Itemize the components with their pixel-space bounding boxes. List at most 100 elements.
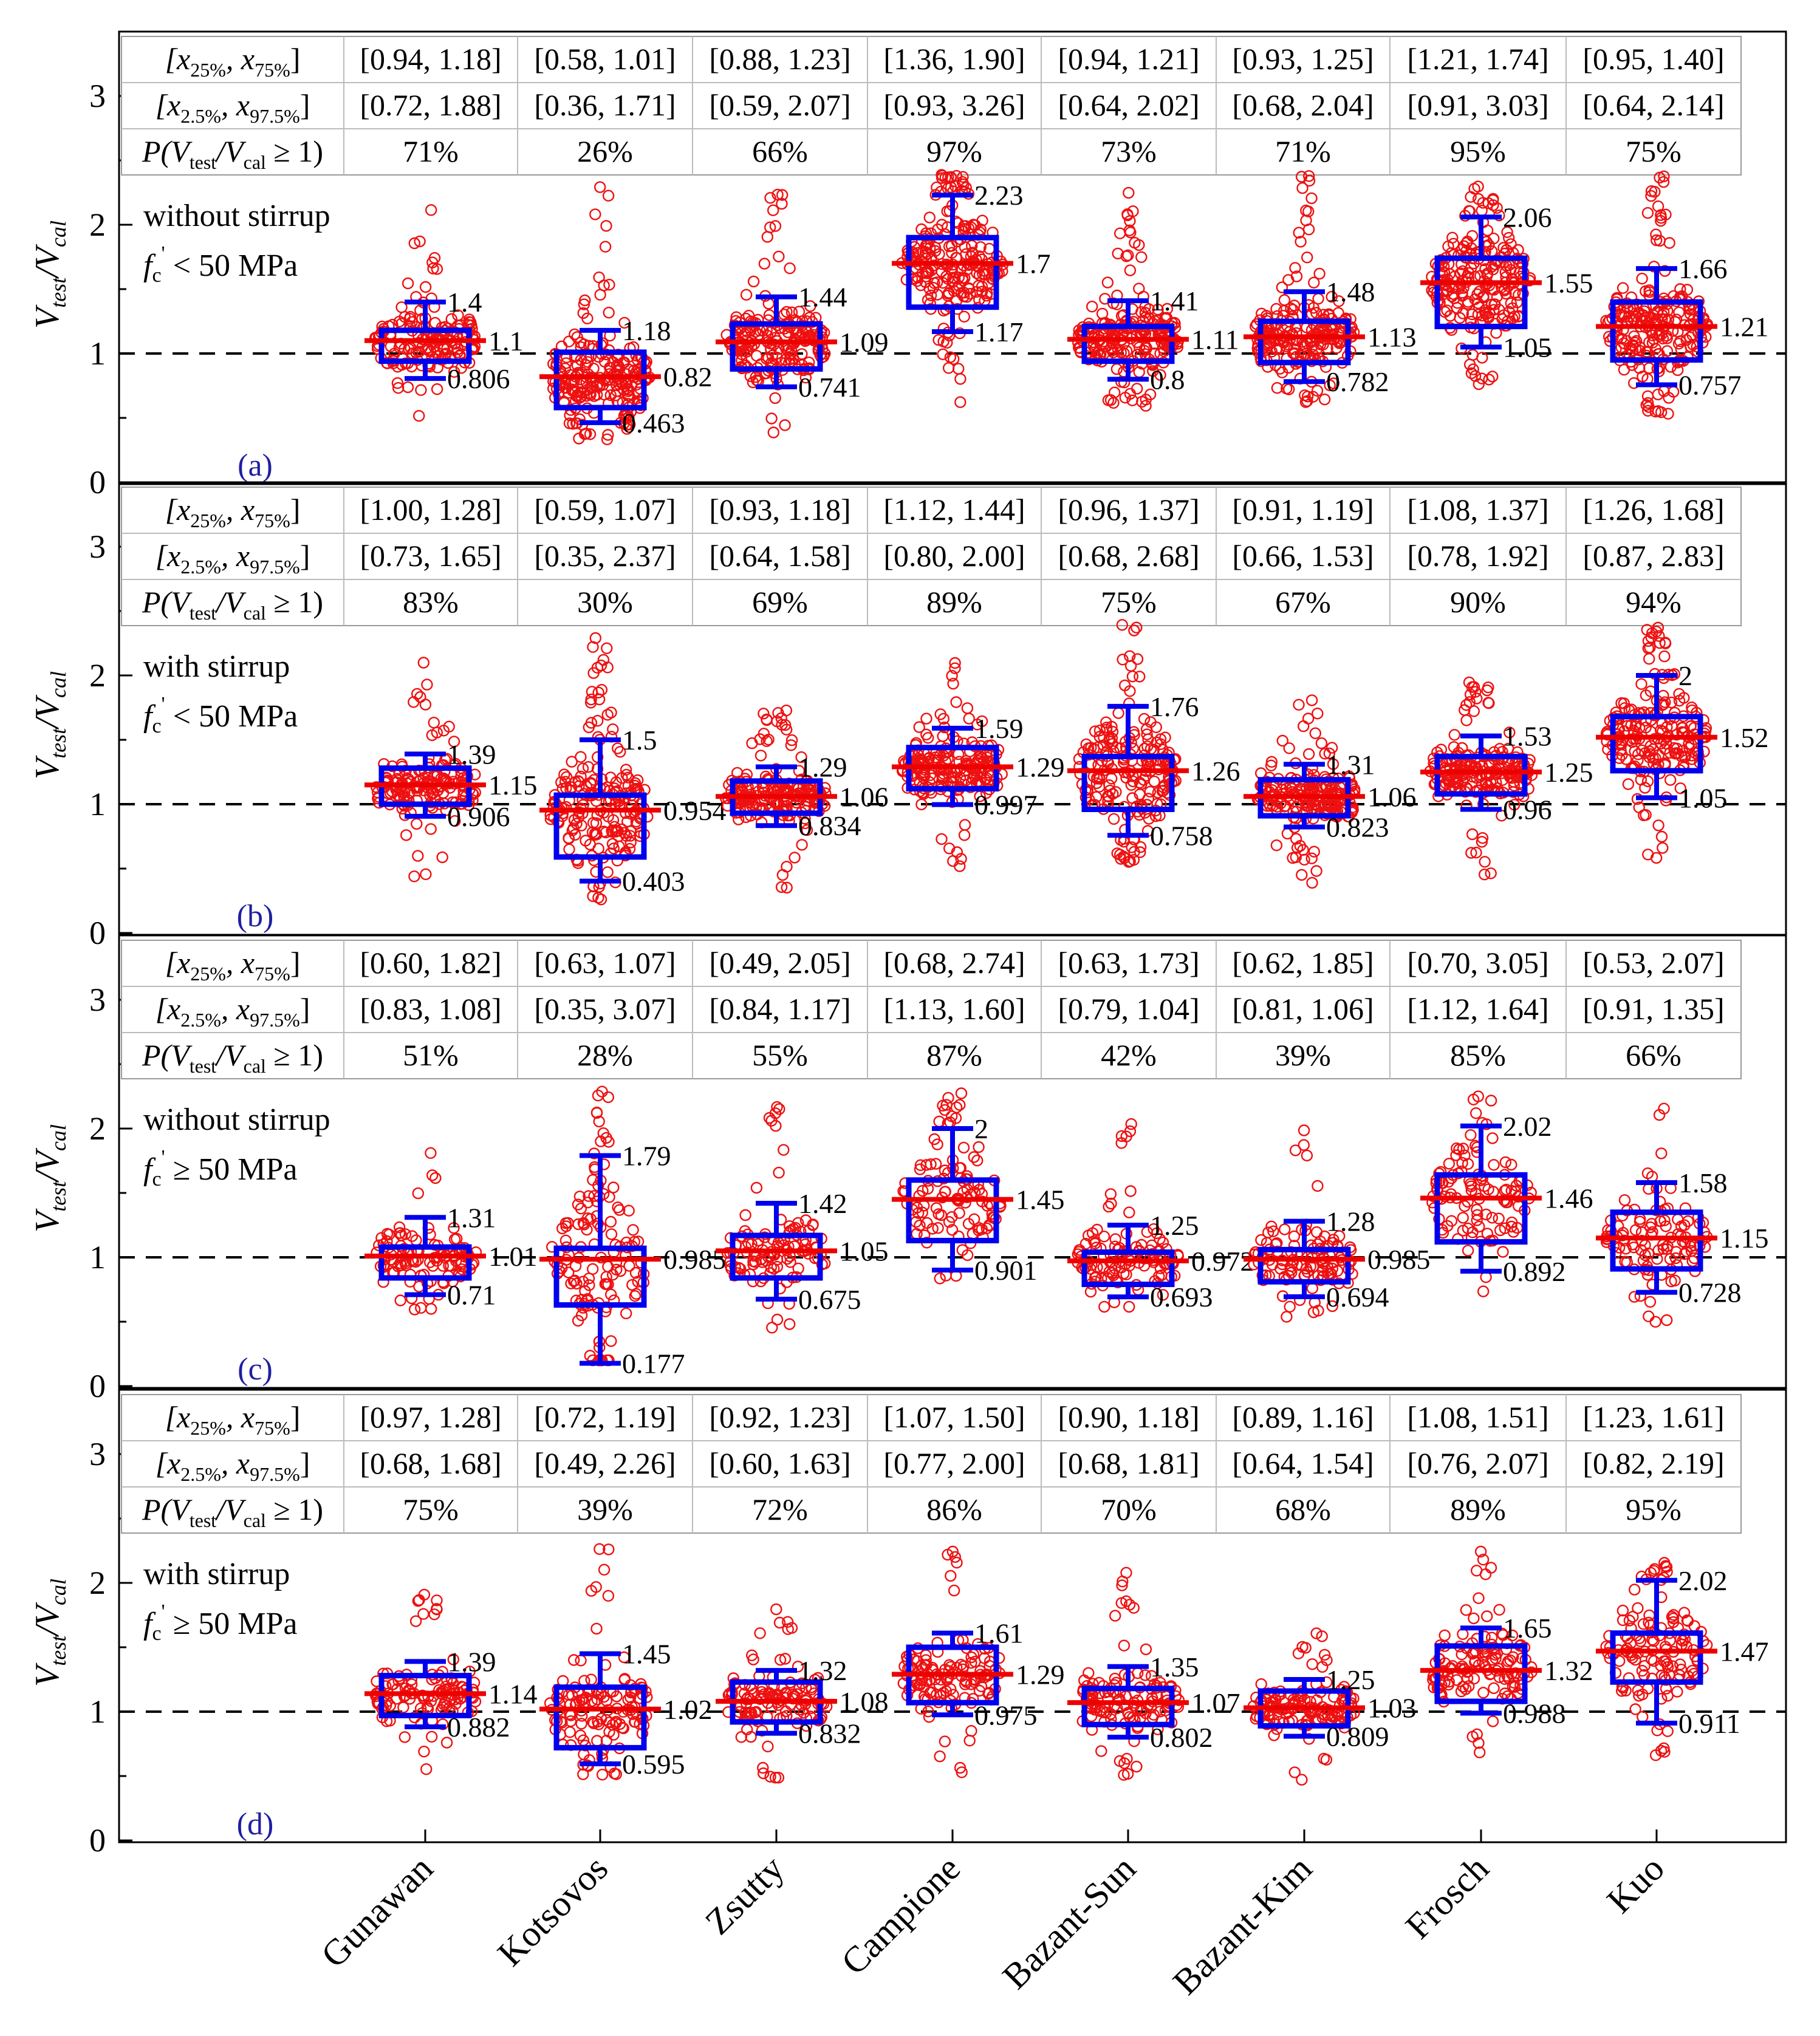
fc-threshold: < 50 MPa [165,699,298,734]
scatter-points [722,1603,833,1784]
data-point [776,869,789,881]
table-row-label: [x25%, x75%] [165,42,301,81]
series-frosch: 2.061.551.05 [1420,180,1593,391]
data-point [605,1228,618,1240]
condition-label: with stirrup [143,649,290,684]
table-cell: 39% [577,1492,633,1526]
data-point [599,241,612,253]
data-point [1309,727,1322,739]
series-zsutty: 1.291.060.834 [716,704,889,894]
data-point [1446,231,1459,244]
table-cell: [0.94, 1.21] [1058,42,1199,76]
data-point [612,742,624,754]
y-tick-label: 2 [89,207,106,243]
data-point [620,409,632,422]
table-cell: [1.12, 1.64] [1407,992,1548,1026]
data-point [1096,307,1109,320]
table-cell: 71% [403,134,459,168]
data-point [592,842,604,855]
table-cell: [0.79, 1.04] [1058,992,1199,1026]
table-cell: [0.80, 2.00] [883,539,1025,573]
data-point [412,850,424,862]
data-point [594,181,606,193]
data-point [779,354,792,366]
table-cell: [0.62, 1.85] [1232,946,1374,980]
data-point [783,1318,796,1330]
table-row-label-part-0: P(V [142,585,193,619]
series-gunawan: 1.391.150.906 [364,657,538,883]
data-point [1306,1282,1319,1294]
y-tick-label: 3 [89,78,106,114]
y-tick-label: 0 [89,915,106,951]
data-point [603,368,615,380]
iqr-box [553,349,647,411]
data-point [451,346,464,358]
table-cell: [0.72, 1.88] [360,88,501,122]
stats-table: [x25%, x75%] [0.60, 1.82] [0.63, 1.07] [0.4… [121,940,1742,1079]
data-point [739,1209,751,1221]
data-point [595,683,608,696]
data-point [445,313,457,325]
data-point [399,311,411,323]
table-cell: 90% [1450,585,1506,619]
data-point [598,1563,611,1576]
median-label: 1.05 [840,1235,889,1266]
data-point [1281,827,1294,840]
series-kotsovos: 1.180.820.463 [539,181,713,445]
data-point [947,353,960,365]
whisker-low-label: 0.463 [622,408,685,439]
data-point [1660,1314,1673,1327]
table-cell: [1.13, 1.60] [883,992,1025,1026]
whisker-high-label: 1.76 [1150,691,1199,722]
data-point [1466,349,1479,361]
data-point [402,277,414,290]
data-point [1270,839,1283,852]
data-point [947,272,959,284]
table-cell: [0.91, 3.03] [1407,88,1548,122]
median-label: 1.29 [1016,752,1065,783]
median-label: 1.14 [488,1678,538,1709]
data-point [587,641,599,653]
data-point [601,642,613,655]
iqr-box [906,234,999,310]
data-point [1105,773,1118,785]
table-cell: [0.82, 2.19] [1582,1446,1724,1480]
y-tick-label: 1 [89,1693,106,1730]
table-cell: 68% [1275,1492,1331,1526]
y-axis-label-part-3: cal [46,1124,70,1151]
whisker-high-label: 1.4 [447,287,482,318]
whisker-high-label: 2 [1678,660,1692,691]
table-cell: 30% [577,585,633,619]
data-point [773,1166,785,1179]
data-point [1312,707,1324,720]
table-row-label-part-4: ] [290,946,301,980]
panel-label: (b) [237,899,274,934]
panel-label: (a) [238,448,273,483]
table-row-label-part-2: , x [221,539,250,573]
median-label: 0.82 [663,361,713,392]
data-point [1301,251,1313,264]
data-point [1101,276,1114,289]
table-cell: [0.35, 2.37] [534,539,676,573]
whisker-low-label: 0.675 [798,1284,861,1315]
data-point [1622,778,1635,790]
data-point [954,396,966,408]
y-axis-label-part-1: test [46,1181,70,1212]
data-point [1108,386,1121,398]
y-tick-label: 0 [89,1822,106,1859]
data-point [1315,737,1328,750]
table-row-label-part-2: , x [226,946,255,980]
data-point [961,702,974,714]
data-point [769,220,782,232]
table-row-label-part-1: 2.5% [180,1463,221,1485]
data-point [1662,408,1674,420]
median-label: 1.15 [488,770,538,801]
table-cell: [1.07, 1.50] [883,1400,1025,1434]
median-label: 1.46 [1544,1183,1593,1214]
data-point [1649,1316,1661,1328]
data-point [948,285,960,297]
data-point [1126,394,1138,406]
data-point [1297,720,1310,733]
